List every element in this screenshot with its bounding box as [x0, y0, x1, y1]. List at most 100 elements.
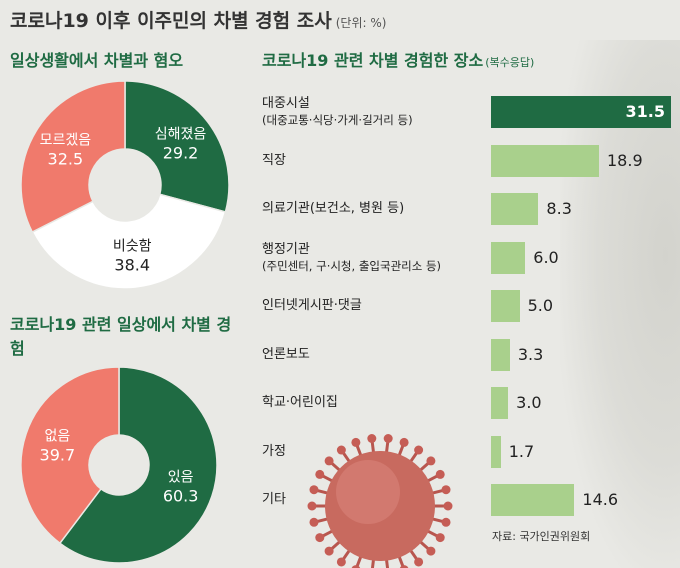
bar-category-label-main: 직장	[262, 152, 286, 168]
bar-category-label: 기타	[262, 492, 286, 508]
bar-chart-title-text: 코로나19 관련 차별 경험한 장소	[262, 51, 484, 70]
donut1-slice-label-0: 심해졌음	[155, 126, 207, 142]
bar-row: 의료기관(보건소, 병원 등) 8.3	[262, 191, 672, 227]
bar-value-label: 3.0	[516, 393, 542, 412]
virus-spike-tip	[441, 517, 451, 527]
bar-category-label-main: 가정	[262, 443, 286, 459]
virus-spike-tip	[435, 469, 445, 479]
donut2-slice-value-0: 60.3	[163, 487, 199, 506]
donut1-slice-value-0: 29.2	[163, 143, 199, 162]
main-title: 코로나19 이후 이주민의 차별 경험 조사 (단위: %)	[10, 6, 386, 33]
virus-spike-tip	[315, 533, 325, 543]
virus-spike-tip	[351, 565, 361, 568]
bar-category-label: 인터넷게시판·댓글	[262, 298, 362, 314]
virus-spike-tip	[399, 565, 409, 568]
donut1-slice-label-1: 비슷함	[113, 239, 152, 255]
virus-spike-tip	[441, 485, 451, 495]
bar	[491, 241, 526, 274]
bar-row: 행정기관 (주민센터, 구·시청, 출입국관리소 등) 6.0	[262, 240, 672, 276]
bar	[491, 435, 501, 468]
bar	[491, 338, 510, 371]
bar-chart-note: (복수응답)	[485, 56, 535, 69]
bar-value-label: 14.6	[582, 490, 619, 509]
virus-spike-tip	[399, 437, 409, 447]
donut2-slice-value-1: 39.7	[40, 445, 76, 464]
donut1-slice-value-1: 38.4	[114, 256, 150, 275]
bar-category-label: 대중시설 (대중교통·식당·가게·길거리 등)	[262, 96, 413, 128]
bar-row: 대중시설 (대중교통·식당·가게·길거리 등) 31.5	[262, 94, 672, 130]
bar-value-label: 1.7	[508, 441, 535, 461]
virus-spike-tip	[443, 501, 453, 511]
bar-value-label: 5.0	[527, 296, 554, 315]
unit-label: (단위: %)	[335, 16, 387, 30]
bar-row: 기타 14.6	[262, 482, 672, 518]
bar-value-label: 3.3	[517, 344, 544, 364]
bar: 31.5	[491, 96, 671, 128]
virus-illustration	[307, 433, 453, 568]
virus-spike-tip	[324, 456, 334, 466]
bar	[491, 290, 520, 322]
donut2-slice-0	[58, 366, 218, 564]
donut2-title: 코로나19 관련 일상에서 차별 경험	[10, 315, 232, 358]
bar-category-label: 행정기관 (주민센터, 구·시청, 출입국관리소 등)	[262, 242, 441, 274]
background-decoration	[560, 40, 680, 568]
virus-spike-tip	[414, 557, 424, 567]
bar-row: 언론보도 3.3	[262, 337, 672, 373]
virus-spike-tip	[309, 485, 319, 495]
virus-spike-tip	[435, 533, 445, 543]
bar-value-label: 31.5	[625, 102, 665, 121]
virus-spike-tip	[414, 445, 424, 455]
bar-category-label: 언론보도	[262, 347, 310, 363]
bar-row: 가정 1.7	[262, 434, 672, 470]
bar-category-label-main: 행정기관	[262, 241, 310, 257]
bar-category-label: 학교·어린이집	[262, 395, 338, 411]
virus-highlight	[336, 460, 400, 524]
donut1-slice-value-2: 32.5	[48, 149, 84, 168]
bar-category-label-main: 의료기관(보건소, 병원 등)	[262, 201, 405, 216]
donut1-slice-0	[124, 80, 230, 213]
virus-spike-tip	[351, 437, 361, 447]
donut1-title: 일상생활에서 차별과 혐오	[10, 51, 184, 70]
donut1-slice-1	[31, 193, 227, 290]
bar-category-label: 가정	[262, 444, 286, 460]
donut1-slice-2	[20, 80, 126, 234]
bar-row: 직장 18.9	[262, 143, 672, 179]
bar-category-label-sub: (주민센터, 구·시청, 출입국관리소 등)	[262, 258, 442, 273]
bar-category-label-main: 대중시설	[262, 96, 310, 111]
bar-category-label-sub: (대중교통·식당·가게·길거리 등)	[262, 113, 413, 127]
bar	[491, 193, 539, 225]
source-text: 자료: 국가인권위원회	[492, 530, 591, 543]
bar-value-label: 8.3	[546, 199, 572, 218]
virus-spike-tip	[307, 501, 317, 511]
donut1-slice-label-2: 모르겠음	[40, 132, 92, 148]
virus-spike-tip	[383, 433, 393, 443]
donut2-slice-1	[20, 366, 120, 545]
bar-category-label-main: 기타	[262, 492, 286, 507]
bar-value-label: 6.0	[533, 247, 559, 267]
virus-spike-tip	[367, 433, 377, 443]
bar-row: 인터넷게시판·댓글 5.0	[262, 288, 672, 324]
virus-spike-tip	[426, 456, 436, 466]
bar	[491, 387, 509, 419]
bar-chart-title: 코로나19 관련 차별 경험한 장소 (복수응답)	[262, 49, 534, 75]
bar-category-label-main: 언론보도	[262, 346, 310, 362]
donut2-slice-label-1: 없음	[44, 428, 70, 444]
donut2-slice-label-0: 있음	[168, 470, 194, 486]
virus-spike-tip	[315, 469, 325, 479]
bar	[491, 484, 575, 516]
bar-category-label: 의료기관(보건소, 병원 등)	[262, 201, 404, 217]
virus-spike-tip	[426, 546, 436, 556]
bar	[491, 144, 599, 177]
main-title-text: 코로나19 이후 이주민의 차별 경험 조사	[10, 10, 332, 32]
bar-category-label-main: 인터넷게시판·댓글	[262, 298, 362, 313]
virus-spike-tip	[336, 445, 346, 455]
virus-spike-tip	[336, 557, 346, 567]
virus-spike-tip	[324, 546, 334, 556]
bar-category-label: 직장	[262, 153, 286, 169]
bar-row: 학교·어린이집 3.0	[262, 385, 672, 421]
virus-spike-tip	[309, 517, 319, 527]
bar-category-label-main: 학교·어린이집	[262, 395, 338, 410]
bar-value-label: 18.9	[607, 150, 643, 170]
